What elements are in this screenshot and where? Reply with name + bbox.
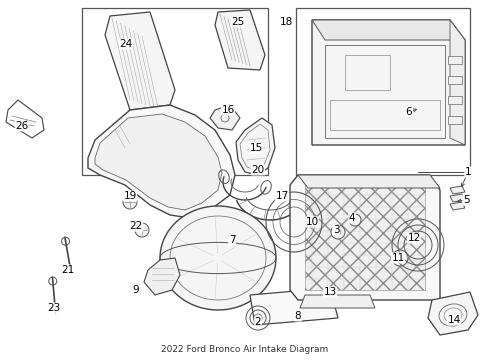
- Polygon shape: [298, 175, 440, 188]
- Circle shape: [123, 195, 137, 209]
- Polygon shape: [210, 105, 240, 130]
- Text: 3: 3: [333, 225, 339, 235]
- Polygon shape: [300, 295, 375, 308]
- Text: 11: 11: [392, 253, 405, 263]
- Text: 10: 10: [305, 217, 318, 227]
- Circle shape: [349, 214, 361, 226]
- Text: 24: 24: [120, 39, 133, 49]
- Polygon shape: [450, 186, 465, 194]
- Circle shape: [392, 250, 408, 266]
- Polygon shape: [312, 20, 465, 145]
- Polygon shape: [428, 292, 478, 335]
- Text: 18: 18: [279, 17, 293, 27]
- Text: 22: 22: [129, 221, 143, 231]
- Text: 9: 9: [133, 285, 139, 295]
- Polygon shape: [305, 185, 425, 290]
- Polygon shape: [144, 258, 180, 295]
- Text: 6: 6: [406, 107, 412, 117]
- Text: 8: 8: [294, 311, 301, 321]
- Circle shape: [331, 225, 345, 239]
- Text: 16: 16: [221, 105, 235, 115]
- Polygon shape: [312, 20, 465, 40]
- Text: 21: 21: [61, 265, 74, 275]
- Polygon shape: [450, 202, 465, 210]
- Polygon shape: [448, 56, 462, 64]
- Text: 1: 1: [465, 167, 471, 177]
- Text: 26: 26: [15, 121, 28, 131]
- Text: 2022 Ford Bronco Air Intake Diagram: 2022 Ford Bronco Air Intake Diagram: [161, 346, 329, 355]
- Circle shape: [135, 223, 149, 237]
- Polygon shape: [160, 206, 276, 310]
- Text: 2: 2: [255, 317, 261, 327]
- Polygon shape: [450, 20, 465, 145]
- Text: 4: 4: [349, 213, 355, 223]
- Polygon shape: [95, 114, 222, 210]
- Polygon shape: [105, 12, 175, 110]
- Polygon shape: [88, 105, 235, 218]
- Text: 19: 19: [123, 191, 137, 201]
- Polygon shape: [215, 10, 265, 70]
- Text: 23: 23: [48, 303, 61, 313]
- Polygon shape: [448, 116, 462, 124]
- Polygon shape: [448, 96, 462, 104]
- Polygon shape: [450, 194, 465, 202]
- Text: 12: 12: [407, 233, 420, 243]
- Polygon shape: [236, 118, 275, 175]
- Polygon shape: [448, 76, 462, 84]
- Text: 17: 17: [275, 191, 289, 201]
- Text: 14: 14: [447, 315, 461, 325]
- Text: 15: 15: [249, 143, 263, 153]
- Polygon shape: [290, 175, 440, 300]
- Text: 13: 13: [323, 287, 337, 297]
- Text: 20: 20: [251, 165, 265, 175]
- Text: 25: 25: [231, 17, 245, 27]
- Polygon shape: [250, 288, 338, 325]
- Text: 7: 7: [229, 235, 235, 245]
- Text: 5: 5: [463, 195, 469, 205]
